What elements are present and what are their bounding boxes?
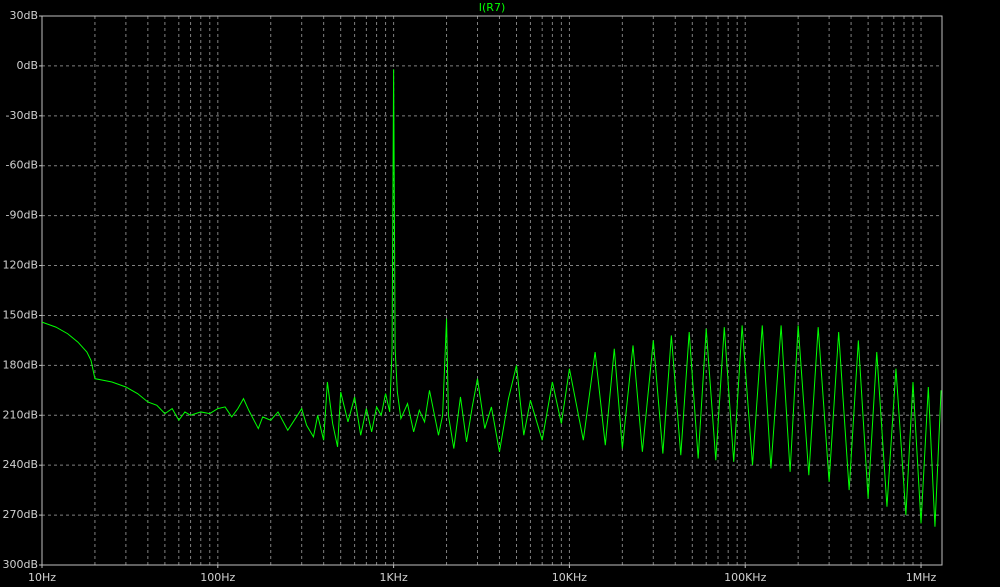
y-tick-label: 240dB	[2, 458, 38, 471]
x-tick-label: 10Hz	[28, 571, 56, 584]
y-tick-label: 120dB	[2, 259, 38, 272]
y-tick-label: 0dB	[16, 59, 38, 72]
y-tick-label: 270dB	[2, 508, 38, 521]
y-tick-label: 210dB	[2, 408, 38, 421]
y-tick-label: 150dB	[2, 308, 38, 321]
x-tick-label: 100Hz	[200, 571, 235, 584]
y-tick-label: -30dB	[6, 109, 39, 122]
y-tick-label: -90dB	[6, 209, 39, 222]
y-tick-label: 300dB	[2, 558, 38, 571]
x-tick-label: 100KHz	[724, 571, 766, 584]
chart-title: I(R7)	[479, 1, 505, 14]
series-line	[41, 69, 942, 527]
x-tick-label: 1MHz	[906, 571, 937, 584]
x-tick-label: 10KHz	[552, 571, 587, 584]
y-tick-label: 180dB	[2, 358, 38, 371]
y-tick-label: -60dB	[6, 159, 39, 172]
x-tick-label: 1KHz	[379, 571, 407, 584]
plot-frame	[41, 15, 943, 566]
y-tick-label: 30dB	[9, 9, 38, 22]
